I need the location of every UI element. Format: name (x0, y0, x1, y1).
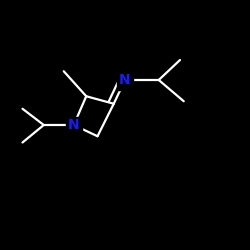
Text: N: N (68, 118, 80, 132)
Bar (66, 116, 82, 134)
Bar (117, 72, 133, 90)
Text: N: N (119, 73, 131, 87)
